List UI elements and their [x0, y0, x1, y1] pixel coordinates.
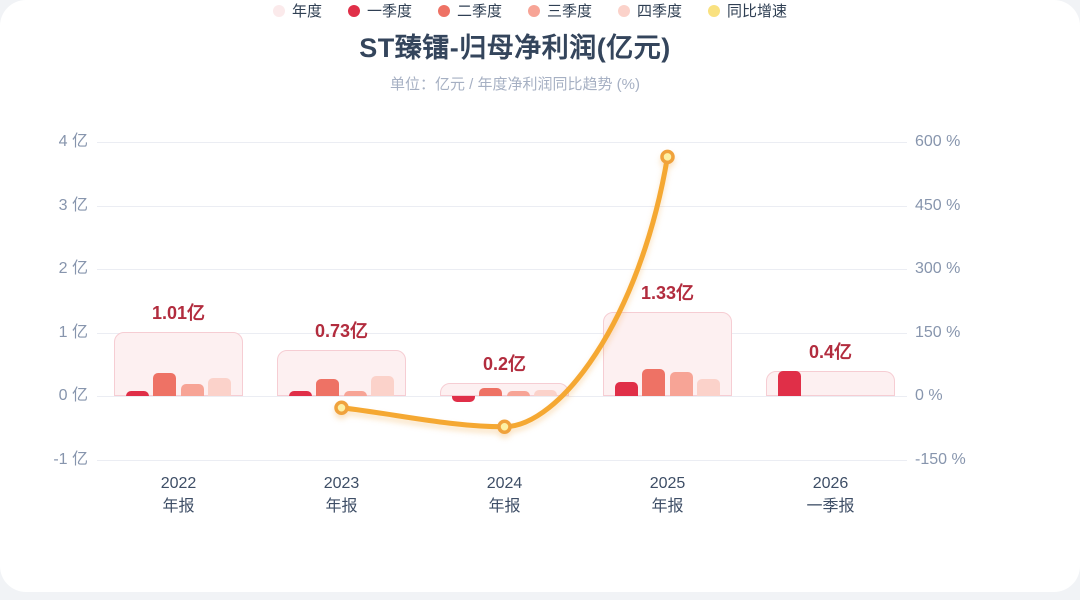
y-axis-left-tick: 4 亿 [58, 133, 88, 150]
annual-value-label: 0.73亿 [314, 320, 369, 341]
x-axis-label: 2026 一季报 [751, 472, 911, 518]
legend-item-一季度[interactable]: 一季度 [347, 0, 412, 21]
y-axis-right-tick: 600 % [915, 133, 961, 150]
bar-q4-2023[interactable] [371, 376, 395, 396]
bar-q4-2024[interactable] [534, 390, 558, 396]
legend-label: 一季度 [366, 3, 412, 20]
annual-value-label: 1.33亿 [640, 282, 695, 303]
chart-title: ST臻镭-归母净利润(亿元) [359, 33, 671, 63]
legend-label: 三季度 [547, 3, 593, 20]
gridline [97, 459, 907, 461]
legend-dot [272, 4, 285, 17]
legend-item-年度[interactable]: 年度 [272, 0, 322, 21]
chart-header: ST臻镭-归母净利润(亿元) 单位：亿元 / 年度净利润同比趋势 (%) [0, 0, 1030, 94]
bar-q2-2022[interactable] [153, 372, 177, 396]
legend-label: 年度 [291, 3, 322, 20]
bar-q3-2025[interactable] [669, 371, 693, 396]
legend-item-四季度[interactable]: 四季度 [618, 0, 682, 21]
gridline [97, 205, 907, 207]
chart-subtitle: 单位：亿元 / 年度净利润同比趋势 (%) [390, 76, 640, 93]
x-axis-label-line: 年报 [488, 498, 521, 515]
legend: 年度 一季度 二季度 三季度 四季度 同比增速 [0, 0, 1060, 21]
y-axis-right-tick: 0 % [915, 387, 943, 404]
bar-q3-2024[interactable] [506, 390, 530, 396]
x-axis-label-line: 年报 [162, 498, 195, 515]
bar-q4-2025[interactable] [697, 378, 721, 396]
growth-line-marker[interactable] [660, 149, 675, 165]
legend-dot [347, 4, 360, 17]
x-axis-label: 2022 年报 [99, 472, 259, 518]
y-axis-left-tick: 1 亿 [58, 323, 88, 341]
x-axis-label-line: 2023 [323, 475, 360, 492]
bar-q2-2023[interactable] [316, 379, 340, 396]
x-axis-label: 2024 年报 [425, 472, 585, 518]
x-axis-label-line: 年报 [651, 498, 684, 515]
bar-q3-2023[interactable] [343, 390, 367, 396]
gridline [97, 142, 907, 143]
bar-q1-2026[interactable] [777, 370, 801, 396]
bar-q1-2025[interactable] [614, 382, 638, 396]
legend-item-二季度[interactable]: 二季度 [437, 0, 502, 21]
bar-q1-2024[interactable] [451, 396, 475, 402]
gridline [97, 269, 907, 270]
annual-value-label: 0.4亿 [808, 341, 853, 362]
x-axis-label-line: 年报 [325, 498, 358, 515]
x-axis-label-line: 2022 [160, 475, 197, 492]
x-axis-label-line: 2024 [486, 475, 523, 492]
y-axis-right-tick: 150 % [915, 323, 961, 341]
bar-q1-2022[interactable] [125, 390, 149, 396]
legend-item-三季度[interactable]: 三季度 [528, 0, 592, 21]
growth-line-marker[interactable] [334, 400, 349, 415]
y-axis-right-tick: -150 % [915, 450, 966, 468]
y-axis-left-tick: 0 亿 [58, 387, 88, 404]
bar-q1-2023[interactable] [288, 390, 312, 396]
legend-item-同比增速[interactable]: 同比增速 [708, 0, 787, 21]
legend-label: 二季度 [456, 3, 502, 20]
y-axis-left-tick: 3 亿 [58, 196, 88, 214]
gridline [97, 396, 907, 397]
annual-value-label: 0.2亿 [482, 354, 527, 375]
legend-dot [708, 4, 721, 17]
bar-q2-2024[interactable] [479, 388, 503, 396]
annual-value-label: 1.01亿 [151, 302, 206, 323]
x-axis-label: 2025 年报 [588, 472, 748, 518]
y-axis-right-tick: 300 % [915, 260, 961, 277]
legend-dot [437, 4, 450, 17]
legend-dot [528, 4, 540, 17]
growth-line-marker[interactable] [497, 419, 512, 434]
x-axis-label-line: 2026 [812, 475, 849, 492]
legend-dot [618, 4, 631, 17]
x-axis-label: 2023 年报 [262, 472, 422, 518]
bar-q3-2022[interactable] [180, 383, 204, 396]
legend-label: 四季度 [637, 3, 683, 20]
bar-q4-2022[interactable] [208, 378, 232, 396]
bar-q2-2025[interactable] [642, 369, 666, 396]
y-axis-left-tick: 2 亿 [58, 260, 88, 277]
x-axis-label-line: 2025 [649, 475, 686, 492]
y-axis-left-tick: -1 亿 [53, 450, 88, 468]
x-axis-label-line: 一季报 [806, 498, 855, 515]
legend-label: 同比增速 [727, 3, 788, 20]
y-axis-right-tick: 450 % [915, 196, 961, 214]
